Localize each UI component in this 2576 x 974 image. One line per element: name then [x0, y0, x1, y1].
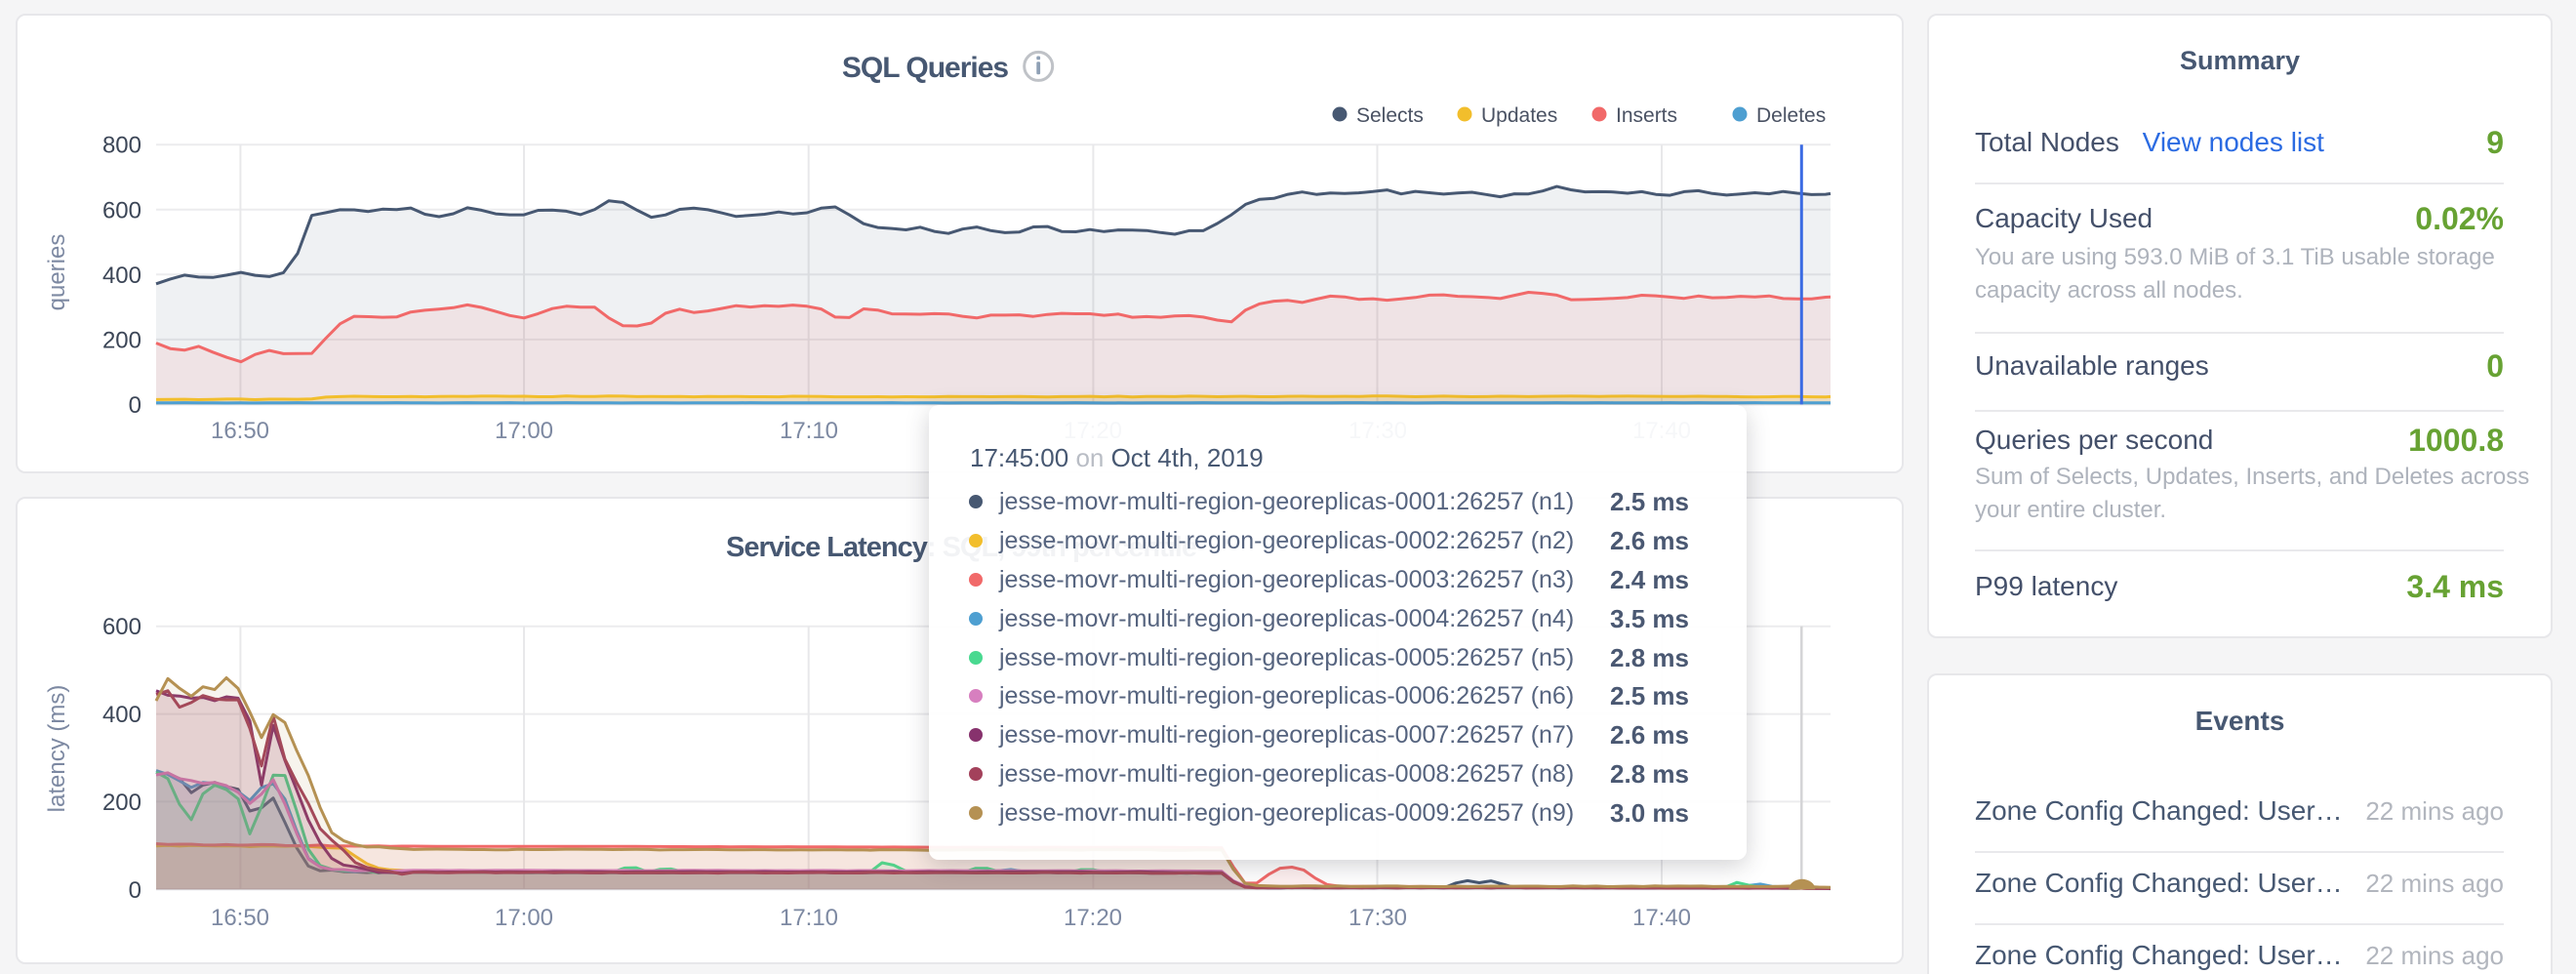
- svg-text:Selects: Selects: [1356, 104, 1424, 127]
- svg-text:queries: queries: [44, 234, 70, 311]
- svg-text:600: 600: [102, 197, 141, 223]
- svg-text:17:40: 17:40: [1632, 905, 1691, 931]
- svg-text:800: 800: [102, 133, 141, 159]
- svg-text:Updates: Updates: [1481, 104, 1557, 127]
- svg-text:SQL Queries: SQL Queries: [842, 52, 1009, 84]
- svg-text:200: 200: [102, 327, 141, 353]
- svg-text:17:30: 17:30: [1348, 905, 1407, 931]
- svg-text:16:50: 16:50: [211, 905, 269, 931]
- svg-text:17:00: 17:00: [495, 418, 553, 444]
- svg-text:400: 400: [102, 263, 141, 289]
- svg-text:latency (ms): latency (ms): [44, 685, 70, 813]
- svg-text:16:50: 16:50: [211, 418, 269, 444]
- svg-text:400: 400: [102, 702, 141, 728]
- svg-text:Inserts: Inserts: [1616, 104, 1677, 127]
- svg-text:600: 600: [102, 614, 141, 640]
- svg-text:17:00: 17:00: [495, 905, 553, 931]
- svg-text:200: 200: [102, 790, 141, 816]
- svg-text:17:10: 17:10: [780, 905, 838, 931]
- svg-text:0: 0: [129, 877, 141, 904]
- svg-text:17:20: 17:20: [1064, 905, 1122, 931]
- svg-text:0: 0: [129, 392, 141, 419]
- svg-text:Deletes: Deletes: [1756, 104, 1826, 127]
- svg-text:17:10: 17:10: [780, 418, 838, 444]
